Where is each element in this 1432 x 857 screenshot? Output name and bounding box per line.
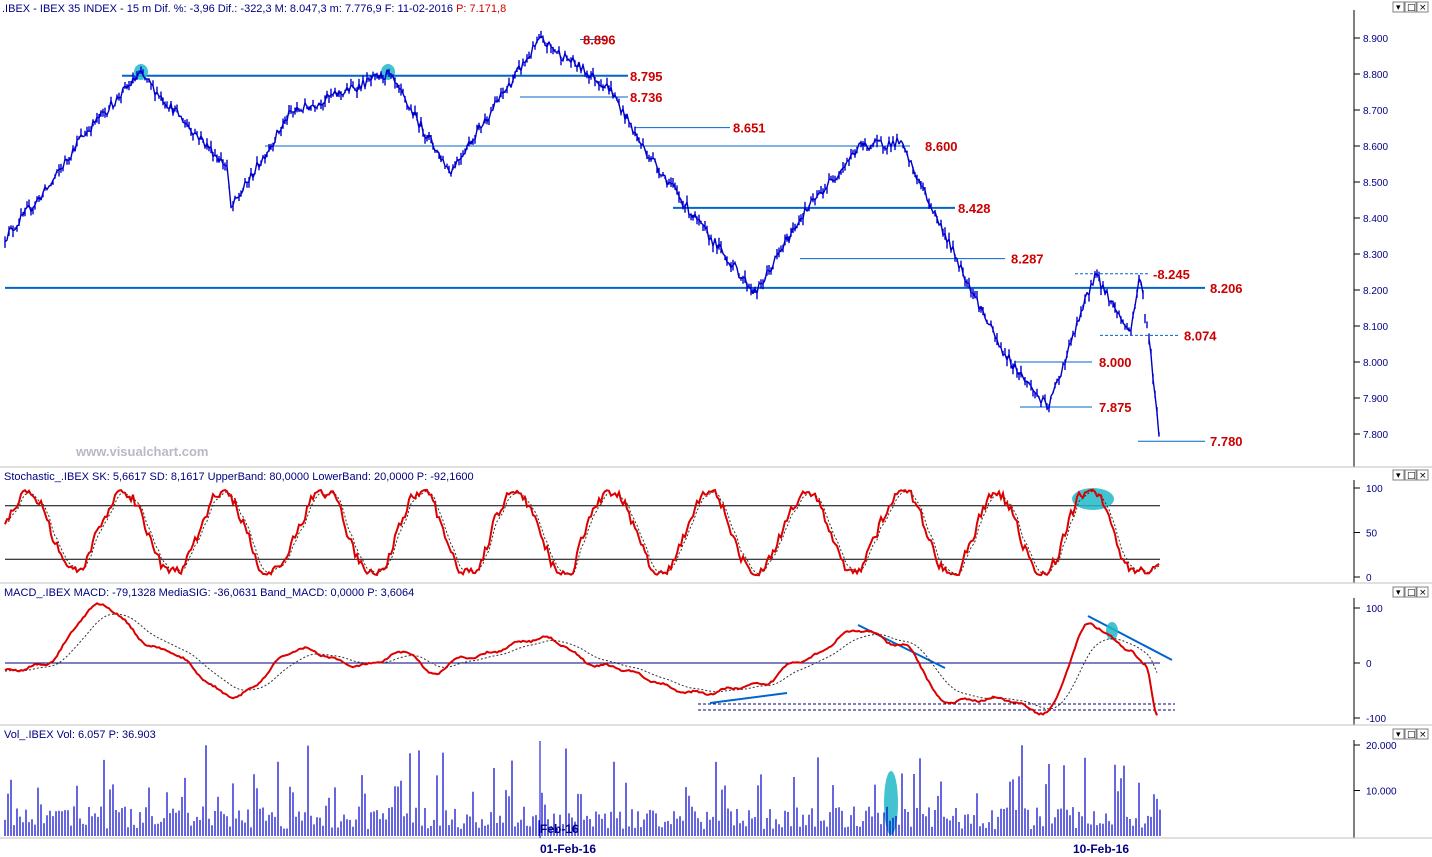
sk-line xyxy=(4,488,1160,577)
y-tick-label: 7.800 xyxy=(1363,430,1388,441)
level-label: 8.896 xyxy=(583,32,616,47)
close-button[interactable] xyxy=(1416,728,1429,740)
panel-frames xyxy=(0,10,1432,839)
close-icon: × xyxy=(1419,588,1427,598)
macd-y-axis: 100 0 -100 xyxy=(1354,604,1386,725)
volume-y-axis: 20.000 10.000 xyxy=(1354,741,1397,798)
macd-panel-buttons: ▾ □ × xyxy=(1392,586,1429,598)
stochastic-oscillator xyxy=(4,488,1160,577)
x-inner-label: Feb-16 xyxy=(540,822,579,836)
minimize-button[interactable] xyxy=(1392,586,1405,598)
price-highlights xyxy=(134,64,395,80)
y-tick-label: 8.200 xyxy=(1363,286,1388,297)
trend-line xyxy=(709,692,788,704)
y-tick-label: -100 xyxy=(1366,714,1386,725)
maximize-button[interactable] xyxy=(1404,586,1417,598)
close-icon: × xyxy=(1419,730,1427,740)
level-label: 8.651 xyxy=(733,121,766,136)
level-label: 8.000 xyxy=(1099,355,1132,370)
price-series xyxy=(4,30,1160,437)
volume-bars xyxy=(4,741,1161,838)
volume-panel-buttons: ▾ □ × xyxy=(1392,728,1429,740)
macd-oscillator xyxy=(4,602,1175,716)
y-tick-label: 7.900 xyxy=(1363,394,1388,405)
y-tick-label: 50 xyxy=(1366,529,1378,540)
close-button[interactable] xyxy=(1416,469,1429,481)
price-panel-buttons: ▾ □ × xyxy=(1392,1,1429,13)
maximize-icon: □ xyxy=(1407,730,1416,740)
sd-line xyxy=(4,490,1160,575)
y-tick-label: 0 xyxy=(1366,659,1372,670)
level-label: -8.245 xyxy=(1153,267,1190,282)
level-label: 7.780 xyxy=(1210,434,1243,449)
y-tick-label: 8.300 xyxy=(1363,250,1388,261)
y-tick-label: 0 xyxy=(1366,573,1372,584)
y-tick-label: 100 xyxy=(1366,604,1383,615)
y-tick-label: 8.000 xyxy=(1363,358,1388,369)
maximize-icon: □ xyxy=(1407,471,1416,481)
price-level-labels: 8.896 8.795 8.736 8.651 8.600 8.428 8.287 -8.24… xyxy=(583,32,1243,449)
maximize-button[interactable] xyxy=(1404,728,1417,740)
price-panel-header: .IBEX - IBEX 35 INDEX - 15 m Dif. %: -3,… xyxy=(2,3,506,15)
y-tick-label: 8.100 xyxy=(1363,322,1388,333)
watermark: www.visualchart.com xyxy=(75,444,208,459)
level-label: 8.287 xyxy=(1011,252,1044,267)
close-button[interactable] xyxy=(1416,586,1429,598)
level-label: 7.875 xyxy=(1099,400,1132,415)
close-button[interactable] xyxy=(1416,1,1429,13)
minimize-icon: ▾ xyxy=(1396,471,1401,481)
close-icon: × xyxy=(1419,471,1427,481)
level-label: 8.074 xyxy=(1184,328,1217,343)
minimize-button[interactable] xyxy=(1392,728,1405,740)
minimize-button[interactable] xyxy=(1392,1,1405,13)
macd-panel-header: MACD_.IBEX MACD: -79,1328 MediaSIG: -36,… xyxy=(4,587,414,599)
volume-panel-header: Vol_.IBEX Vol: 6.057 P: 36.903 xyxy=(4,729,156,741)
minimize-icon: ▾ xyxy=(1396,588,1401,598)
price-y-axis: 8.900 8.800 8.700 8.600 8.500 8.400 8.300 8.200… xyxy=(1354,34,1388,441)
y-tick-label: 100 xyxy=(1366,484,1383,495)
price-line xyxy=(4,30,1160,437)
maximize-button[interactable] xyxy=(1404,469,1417,481)
y-tick-label: 8.600 xyxy=(1363,142,1388,153)
trend-line xyxy=(1087,615,1173,661)
y-tick-label: 8.900 xyxy=(1363,34,1388,45)
stochastic-panel-header: Stochastic_.IBEX SK: 5,6617 SD: 8,1617 U… xyxy=(4,471,474,483)
y-tick-label: 8.800 xyxy=(1363,70,1388,81)
x-tick-label: 01-Feb-16 xyxy=(540,842,596,856)
minimize-icon: ▾ xyxy=(1396,730,1401,740)
maximize-button[interactable] xyxy=(1404,1,1417,13)
minimize-button[interactable] xyxy=(1392,469,1405,481)
x-tick-label: 10-Feb-16 xyxy=(1073,842,1129,856)
level-label: 8.736 xyxy=(630,90,663,105)
level-label: 8.795 xyxy=(630,69,663,84)
stochastic-panel-buttons: ▾ □ × xyxy=(1392,469,1429,481)
y-tick-label: 8.700 xyxy=(1363,106,1388,117)
y-tick-label: 8.400 xyxy=(1363,214,1388,225)
y-tick-label: 8.500 xyxy=(1363,178,1388,189)
y-tick-label: 10.000 xyxy=(1366,787,1397,798)
macd-signal-line xyxy=(4,613,1158,710)
maximize-icon: □ xyxy=(1407,588,1416,598)
minimize-icon: ▾ xyxy=(1396,3,1401,13)
y-tick-label: 20.000 xyxy=(1366,741,1397,752)
level-label: 8.428 xyxy=(958,201,991,216)
level-label: 8.206 xyxy=(1210,281,1243,296)
level-label: 8.600 xyxy=(925,139,958,154)
macd-line xyxy=(4,602,1158,716)
maximize-icon: □ xyxy=(1407,3,1416,13)
volume-bar xyxy=(4,745,1161,836)
close-icon: × xyxy=(1419,3,1427,13)
stochastic-y-axis: 100 50 0 xyxy=(1354,484,1383,584)
